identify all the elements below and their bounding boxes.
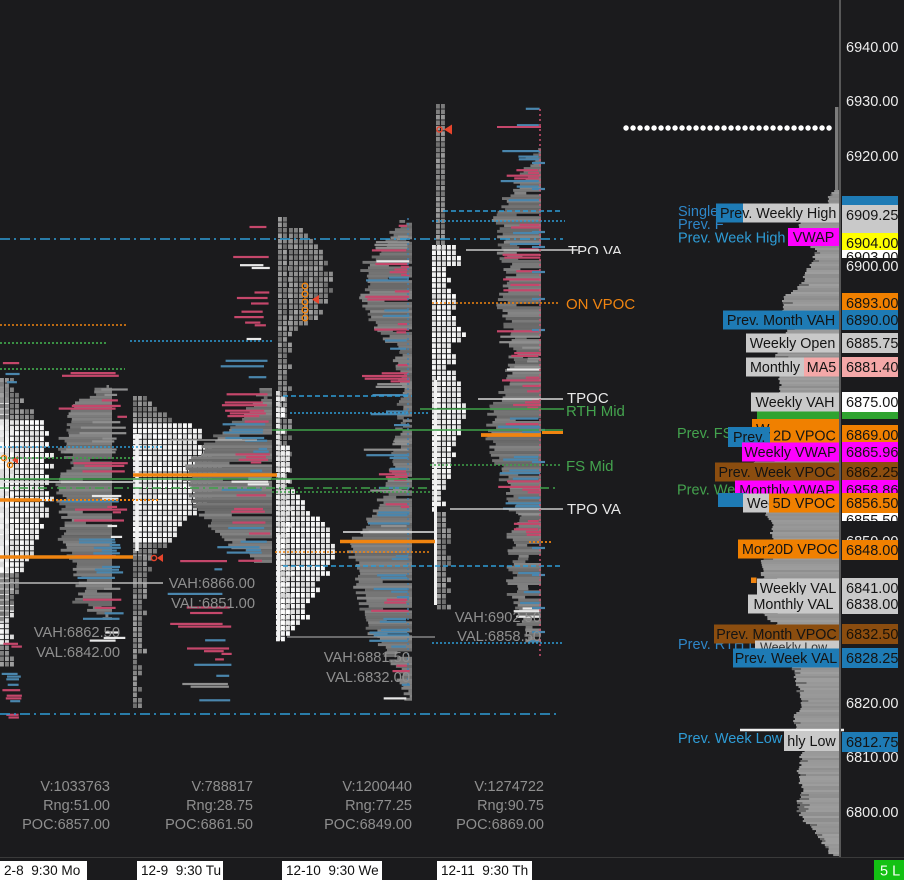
svg-text:Prev. Month VAH: Prev. Month VAH xyxy=(727,313,835,329)
svg-text:V:1033763: V:1033763 xyxy=(40,779,110,795)
svg-text:V:788817: V:788817 xyxy=(191,779,253,795)
svg-text:VAL:6851.00: VAL:6851.00 xyxy=(171,596,255,612)
svg-text:6930.00: 6930.00 xyxy=(846,94,898,110)
svg-text:6838.00: 6838.00 xyxy=(846,597,898,613)
svg-text:Weekly VAL: Weekly VAL xyxy=(760,581,837,597)
svg-text:VAH:6902.50: VAH:6902.50 xyxy=(455,610,541,626)
svg-text:6855.50: 6855.50 xyxy=(846,513,898,529)
svg-text:6900.00: 6900.00 xyxy=(846,259,898,275)
svg-text:POC:6849.00: POC:6849.00 xyxy=(324,817,412,833)
svg-text:6890.00: 6890.00 xyxy=(846,313,898,329)
svg-text:6904.00: 6904.00 xyxy=(846,236,898,252)
svg-text:POC:6869.00: POC:6869.00 xyxy=(456,817,544,833)
svg-text:V:1274722: V:1274722 xyxy=(474,779,544,795)
svg-text:Monthly: Monthly xyxy=(750,360,801,376)
svg-text:Mor: Mor xyxy=(742,542,767,558)
svg-text:hly Low: hly Low xyxy=(787,734,836,750)
svg-text:6893.00: 6893.00 xyxy=(846,296,898,312)
svg-text:Weekly VWAP: Weekly VWAP xyxy=(744,445,836,461)
svg-text:Rng:28.75: Rng:28.75 xyxy=(186,798,253,814)
svg-text:TPO VA: TPO VA xyxy=(567,501,621,518)
svg-text:Prev. Week High: Prev. Week High xyxy=(678,231,785,247)
svg-text:VWAP: VWAP xyxy=(793,230,835,246)
svg-text:Single: Single xyxy=(678,204,718,220)
svg-text:5D VPOC: 5D VPOC xyxy=(773,496,836,512)
svg-text:MA5: MA5 xyxy=(807,360,836,376)
svg-text:20D VPOC: 20D VPOC xyxy=(767,542,838,558)
svg-text:VAH:6866.00: VAH:6866.00 xyxy=(169,576,255,592)
svg-text:6828.25: 6828.25 xyxy=(846,651,898,667)
svg-text:6881.40: 6881.40 xyxy=(846,360,898,376)
svg-text:POC:6857.00: POC:6857.00 xyxy=(22,817,110,833)
svg-text:Rng:51.00: Rng:51.00 xyxy=(43,798,110,814)
svg-text:6800.00: 6800.00 xyxy=(846,805,898,821)
svg-text:VAH:6881.50: VAH:6881.50 xyxy=(324,650,410,666)
svg-text:6869.00: 6869.00 xyxy=(846,428,898,444)
svg-text:6875.00: 6875.00 xyxy=(846,395,898,411)
svg-text:2D VPOC: 2D VPOC xyxy=(773,429,836,445)
svg-text:POC:6861.50: POC:6861.50 xyxy=(165,817,253,833)
svg-text:Weekly VAH: Weekly VAH xyxy=(756,395,835,411)
svg-text:6812.75: 6812.75 xyxy=(846,735,898,751)
svg-text:Prev. Month VPOC: Prev. Month VPOC xyxy=(716,627,837,643)
svg-text:FS Mid: FS Mid xyxy=(566,458,614,475)
svg-text:Weekly Open: Weekly Open xyxy=(750,336,836,352)
svg-text:12-10 9:30 We: 12-10 9:30 We xyxy=(286,863,379,878)
svg-text:Prev. Week Low: Prev. Week Low xyxy=(678,731,783,747)
svg-text:6940.00: 6940.00 xyxy=(846,40,898,56)
svg-text:Rng:77.25: Rng:77.25 xyxy=(345,798,412,814)
svg-text:6832.50: 6832.50 xyxy=(846,627,898,643)
svg-text:RTH Mid: RTH Mid xyxy=(566,403,625,420)
svg-text:V:1200440: V:1200440 xyxy=(342,779,412,795)
svg-text:VAL:6832.00: VAL:6832.00 xyxy=(326,670,410,686)
svg-text:6862.25: 6862.25 xyxy=(846,465,898,481)
svg-text:Prev. Weekly High: Prev. Weekly High xyxy=(720,206,836,222)
svg-text:VAH:6862.50: VAH:6862.50 xyxy=(34,625,120,641)
svg-text:6820.00: 6820.00 xyxy=(846,696,898,712)
svg-text:6810.00: 6810.00 xyxy=(846,750,898,766)
svg-text:VAL:6858.50: VAL:6858.50 xyxy=(457,629,541,645)
svg-text:TPOC: TPOC xyxy=(567,390,609,407)
svg-text:2-8 9:30 Mo: 2-8 9:30 Mo xyxy=(4,863,80,878)
svg-text:6903.00: 6903.00 xyxy=(846,250,898,266)
svg-text:Prev. FS: Prev. FS xyxy=(677,426,732,442)
svg-text:Rng:90.75: Rng:90.75 xyxy=(477,798,544,814)
svg-text:ON VPOC: ON VPOC xyxy=(566,296,635,313)
svg-text:6865.96: 6865.96 xyxy=(846,445,898,461)
svg-text:6841.00: 6841.00 xyxy=(846,581,898,597)
svg-text:12-11 9:30 Th: 12-11 9:30 Th xyxy=(441,863,528,878)
svg-text:VAL:6842.00: VAL:6842.00 xyxy=(36,645,120,661)
svg-text:Prev. Week VPOC: Prev. Week VPOC xyxy=(718,465,835,481)
svg-text:Prev. Week VAL: Prev. Week VAL xyxy=(735,651,838,667)
svg-text:6909.25: 6909.25 xyxy=(846,208,898,224)
svg-text:6856.50: 6856.50 xyxy=(846,496,898,512)
svg-text:Monthly VAL: Monthly VAL xyxy=(754,597,834,613)
svg-text:6848.00: 6848.00 xyxy=(846,543,898,559)
svg-text:5 L: 5 L xyxy=(880,864,900,880)
svg-text:TPO VA: TPO VA xyxy=(568,243,622,260)
svg-text:6885.75: 6885.75 xyxy=(846,336,898,352)
svg-text:6920.00: 6920.00 xyxy=(846,149,898,165)
svg-text:Wee: Wee xyxy=(747,496,776,512)
svg-text:Prev. F: Prev. F xyxy=(678,217,724,233)
svg-text:12-9 9:30 Tu: 12-9 9:30 Tu xyxy=(141,863,221,878)
